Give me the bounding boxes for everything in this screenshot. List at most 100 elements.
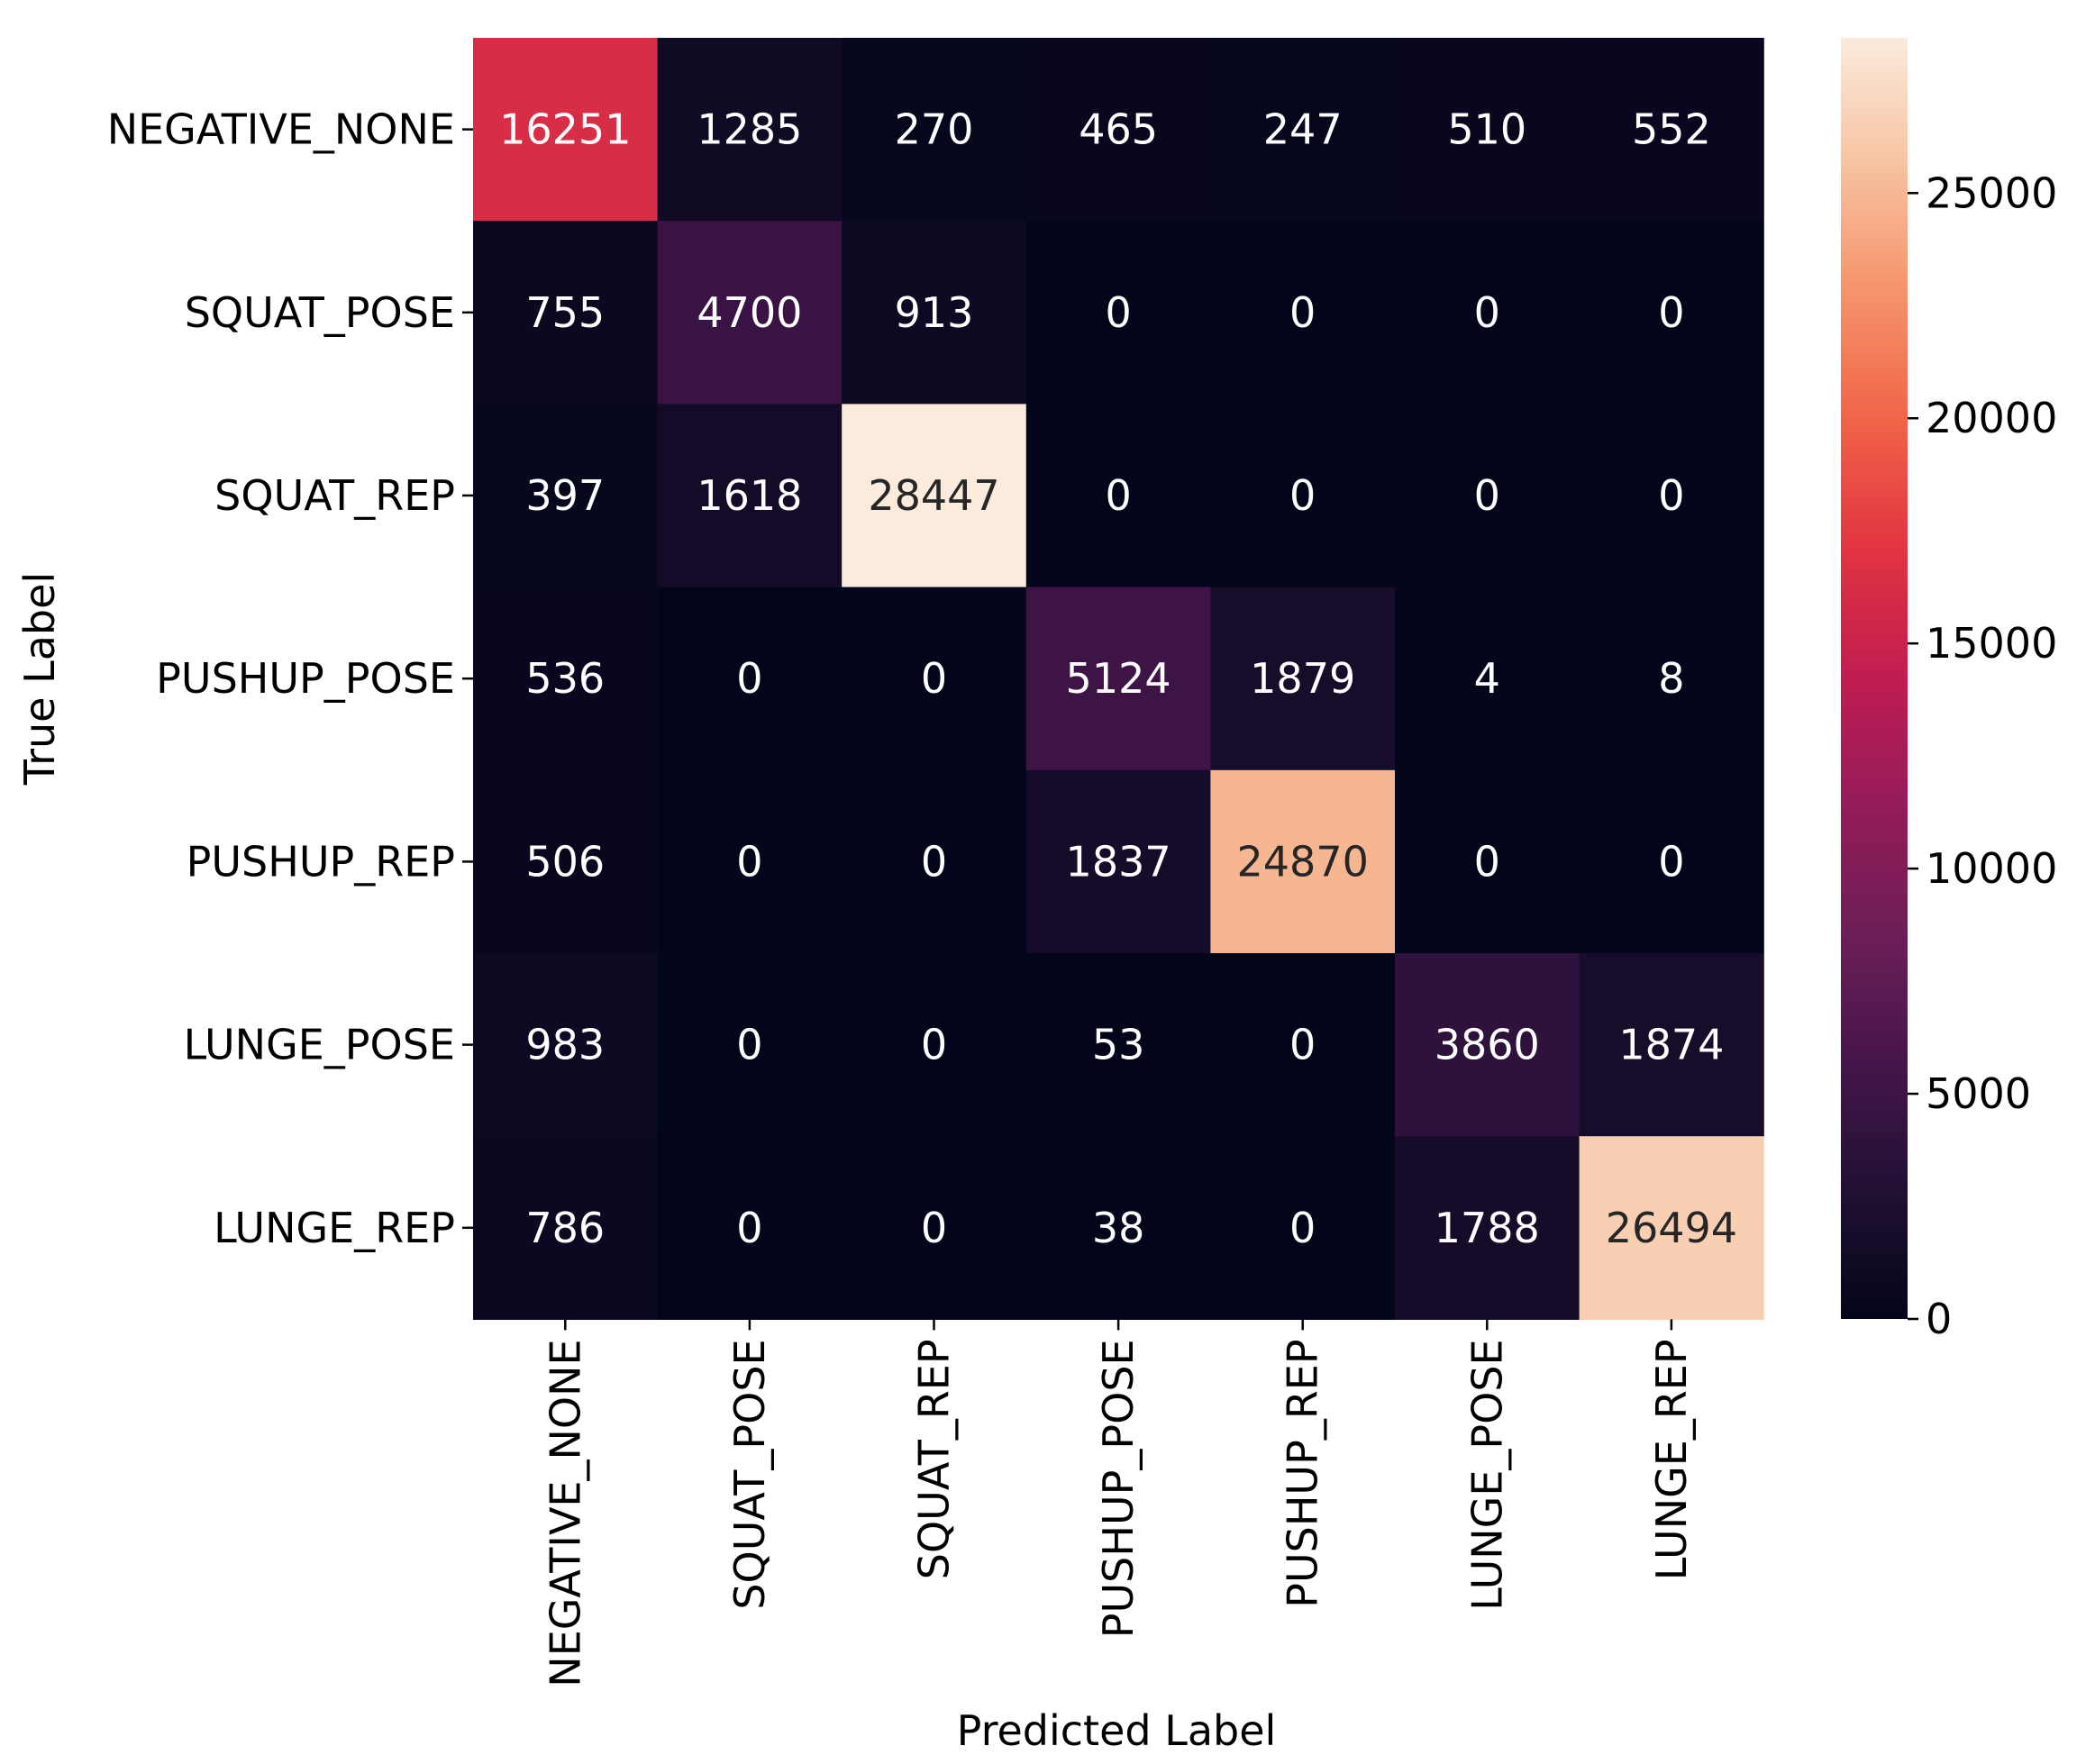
heatmap-cell (1579, 221, 1764, 405)
cell-value-label: 0 (1658, 837, 1684, 886)
cell-value-label: 0 (921, 1204, 947, 1252)
cell-value-label: 8 (1658, 654, 1684, 703)
cell-value-label: 270 (895, 105, 974, 154)
cell-value-label: 0 (921, 837, 947, 886)
cell-value-label: 0 (1658, 471, 1684, 520)
heatmap-cell (473, 769, 659, 954)
colorbar-tick-label: 15000 (1926, 619, 2057, 668)
cell-value-label: 0 (1289, 288, 1316, 337)
cell-value-label: 506 (525, 837, 605, 886)
cell-value-label: 0 (1658, 288, 1684, 337)
cell-value-label: 0 (736, 1021, 762, 1069)
heatmap-cell (842, 1136, 1027, 1320)
heatmap-cell (657, 953, 843, 1137)
cell-value-label: 24870 (1237, 837, 1369, 886)
heatmap-cell (657, 404, 843, 588)
x-axis-title: Predicted Label (957, 1706, 1277, 1755)
cell-value-label: 913 (895, 288, 974, 337)
heatmap-cell (473, 1136, 659, 1320)
colorbar-tick-label: 20000 (1926, 394, 2057, 442)
cell-value-label: 0 (1474, 471, 1500, 520)
heatmap-cell (1025, 769, 1211, 954)
cell-value-label: 26494 (1606, 1204, 1737, 1252)
heatmap-cell (1579, 1136, 1764, 1320)
y-tick-label: PUSHUP_POSE (156, 654, 455, 703)
colorbar-tick-label: 5000 (1926, 1069, 2031, 1118)
cell-value-label: 16251 (499, 105, 631, 154)
heatmap-cell (1579, 404, 1764, 588)
heatmap-cell (1025, 221, 1211, 405)
cell-value-label: 0 (736, 654, 762, 703)
heatmap-cell (1210, 769, 1396, 954)
heatmap-cell (1395, 38, 1580, 222)
x-tick-label: NEGATIVE_NONE (541, 1339, 589, 1687)
x-tick-label: PUSHUP_POSE (1094, 1339, 1143, 1638)
heatmap-cell (842, 586, 1027, 771)
colorbar-tick-label: 25000 (1926, 168, 2057, 217)
colorbar-tick-label: 10000 (1926, 844, 2057, 893)
heatmap-cells (473, 38, 1764, 1320)
x-tick-label: LUNGE_POSE (1462, 1339, 1511, 1610)
cell-value-label: 0 (1289, 471, 1316, 520)
x-axis: NEGATIVE_NONE SQUAT_POSE SQUAT_REP PUSHUP_P… (541, 1319, 1696, 1687)
x-tick-label: SQUAT_POSE (725, 1339, 774, 1609)
heatmap-cell (1579, 38, 1764, 222)
cell-value-label: 0 (736, 837, 762, 886)
heatmap-cell (657, 38, 843, 222)
cell-value-label: 1879 (1250, 654, 1355, 703)
heatmap-cell (473, 953, 659, 1137)
heatmap-cell (1395, 221, 1580, 405)
heatmap-cell (1025, 38, 1211, 222)
cell-value-label: 1618 (697, 471, 802, 520)
cell-value-label: 0 (921, 1021, 947, 1069)
heatmap-cell (842, 953, 1027, 1137)
heatmap-cell (1579, 769, 1764, 954)
cell-value-label: 536 (525, 654, 605, 703)
cell-value-label: 3860 (1435, 1021, 1540, 1069)
cell-value-label: 247 (1263, 105, 1343, 154)
cell-value-label: 983 (525, 1021, 605, 1069)
heatmap-cell (1210, 1136, 1396, 1320)
cell-value-label: 5124 (1066, 654, 1171, 703)
y-tick-label: LUNGE_POSE (184, 1021, 455, 1069)
cell-value-label: 0 (1105, 288, 1131, 337)
cell-value-label: 552 (1632, 105, 1711, 154)
cell-value-label: 0 (1105, 471, 1131, 520)
heatmap-cell (1025, 586, 1211, 771)
cell-value-label: 53 (1092, 1021, 1145, 1069)
heatmap-cell (1210, 38, 1396, 222)
heatmap-cell (1025, 1136, 1211, 1320)
heatmap-cell (1395, 769, 1580, 954)
heatmap-cell (473, 404, 659, 588)
cell-value-label: 0 (1474, 837, 1500, 886)
heatmap-cell (657, 586, 843, 771)
y-tick-label: LUNGE_REP (214, 1204, 455, 1252)
colorbar (1841, 38, 1908, 1319)
cell-value-label: 1837 (1066, 837, 1171, 886)
cell-value-label: 0 (1289, 1204, 1316, 1252)
colorbar-tick-label: 0 (1926, 1295, 1952, 1343)
cell-value-label: 465 (1079, 105, 1158, 154)
heatmap-cell (657, 769, 843, 954)
y-tick-label: NEGATIVE_NONE (107, 105, 455, 154)
heatmap-cell (657, 221, 843, 405)
heatmap-cell (1395, 404, 1580, 588)
cell-value-label: 510 (1447, 105, 1526, 154)
cell-value-label: 1788 (1435, 1204, 1540, 1252)
heatmap-cell (1395, 1136, 1580, 1320)
heatmap-cell (842, 221, 1027, 405)
x-tick-label: SQUAT_REP (910, 1339, 959, 1579)
cell-value-label: 755 (525, 288, 605, 337)
cell-value-label: 786 (525, 1204, 605, 1252)
heatmap-cell (473, 38, 659, 222)
cell-value-label: 4 (1474, 654, 1500, 703)
x-tick-label: LUNGE_REP (1647, 1339, 1696, 1580)
heatmap-cell (657, 1136, 843, 1320)
cell-value-label: 28447 (868, 471, 999, 520)
cell-value-label: 4700 (697, 288, 802, 337)
cell-value-label: 0 (1474, 288, 1500, 337)
y-tick-label: SQUAT_REP (214, 471, 455, 520)
y-tick-label: PUSHUP_REP (187, 837, 455, 886)
heatmap-cell (1025, 953, 1211, 1137)
